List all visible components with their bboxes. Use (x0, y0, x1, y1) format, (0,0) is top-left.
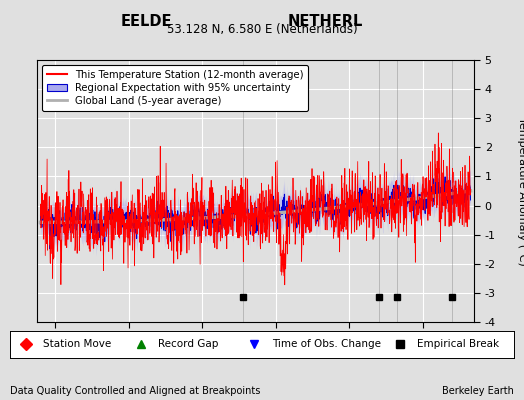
Text: Empirical Break: Empirical Break (417, 339, 499, 350)
Text: Station Move: Station Move (43, 339, 112, 350)
Text: Data Quality Controlled and Aligned at Breakpoints: Data Quality Controlled and Aligned at B… (10, 386, 261, 396)
Text: Record Gap: Record Gap (158, 339, 218, 350)
Text: NETHERL: NETHERL (287, 14, 363, 29)
Y-axis label: Temperature Anomaly (°C): Temperature Anomaly (°C) (517, 117, 524, 265)
Text: 53.128 N, 6.580 E (Netherlands): 53.128 N, 6.580 E (Netherlands) (167, 23, 357, 36)
Text: Berkeley Earth: Berkeley Earth (442, 386, 514, 396)
Text: Time of Obs. Change: Time of Obs. Change (272, 339, 381, 350)
Legend: This Temperature Station (12-month average), Regional Expectation with 95% uncer: This Temperature Station (12-month avera… (42, 65, 308, 111)
Text: EELDE: EELDE (121, 14, 172, 29)
